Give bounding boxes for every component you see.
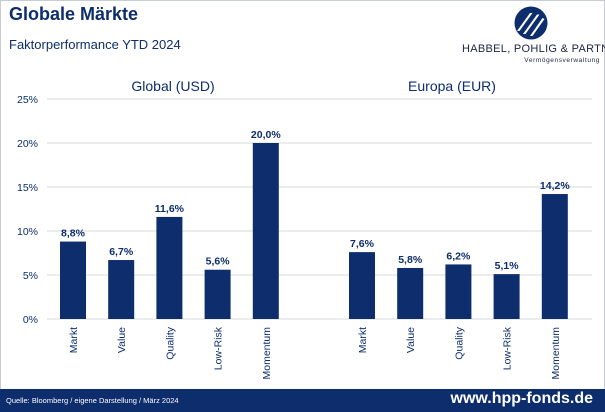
- y-tick-label: 15%: [17, 182, 38, 194]
- bar: [349, 252, 375, 319]
- panel-title: Europa (EUR): [408, 78, 496, 94]
- category-label: Quality: [164, 326, 176, 359]
- category-label: Momentum: [550, 327, 562, 380]
- category-label: Momentum: [261, 327, 273, 380]
- bar: [397, 267, 424, 319]
- category-label: Low-Risk: [502, 326, 514, 370]
- data-label: 5,8%: [398, 254, 423, 266]
- bar: [204, 269, 231, 319]
- data-label: 6,2%: [446, 250, 471, 262]
- brand-logo: HABBEL, POHLIG & PARTNER Vermögensverwal…: [462, 6, 605, 68]
- y-tick-label: 25%: [17, 94, 38, 106]
- page-subtitle: Faktorperformance YTD 2024: [9, 37, 181, 52]
- bar: [541, 194, 568, 319]
- category-label: Low-Risk: [213, 326, 225, 370]
- brand-name: HABBEL, POHLIG & PARTNER: [462, 43, 605, 55]
- y-tick-label: 20%: [17, 138, 38, 150]
- bar: [156, 216, 183, 319]
- data-label: 8,8%: [61, 228, 86, 240]
- bar: [60, 241, 86, 319]
- category-label: Quality: [453, 326, 465, 359]
- data-label: 11,6%: [155, 203, 185, 215]
- data-label: 6,7%: [109, 246, 134, 258]
- category-label: Value: [405, 327, 417, 353]
- bar: [252, 143, 279, 319]
- y-tick-label: 10%: [17, 226, 38, 238]
- page-title: Globale Märkte: [9, 4, 139, 24]
- data-label: 7,6%: [350, 238, 375, 250]
- footer-bar: Quelle: Bloomberg / eigene Darstellung /…: [0, 389, 605, 412]
- bar: [493, 274, 520, 319]
- logo-mark-icon: [514, 6, 548, 40]
- website-link[interactable]: www.hpp-fonds.de: [450, 390, 594, 407]
- category-label: Value: [116, 327, 128, 353]
- bar: [108, 260, 135, 319]
- category-label: Markt: [68, 327, 80, 353]
- bar: [445, 264, 472, 319]
- panel-title: Global (USD): [131, 78, 214, 94]
- data-label: 20,0%: [251, 129, 281, 141]
- y-tick-label: 5%: [23, 270, 38, 282]
- brand-tagline: Vermögensverwaltung: [524, 57, 600, 64]
- data-label: 5,6%: [206, 256, 231, 268]
- source-note: Quelle: Bloomberg / eigene Darstellung /…: [6, 396, 179, 405]
- data-label: 14,2%: [540, 180, 570, 192]
- y-tick-label: 0%: [23, 314, 38, 326]
- category-label: Markt: [357, 327, 369, 353]
- data-label: 5,1%: [495, 260, 520, 272]
